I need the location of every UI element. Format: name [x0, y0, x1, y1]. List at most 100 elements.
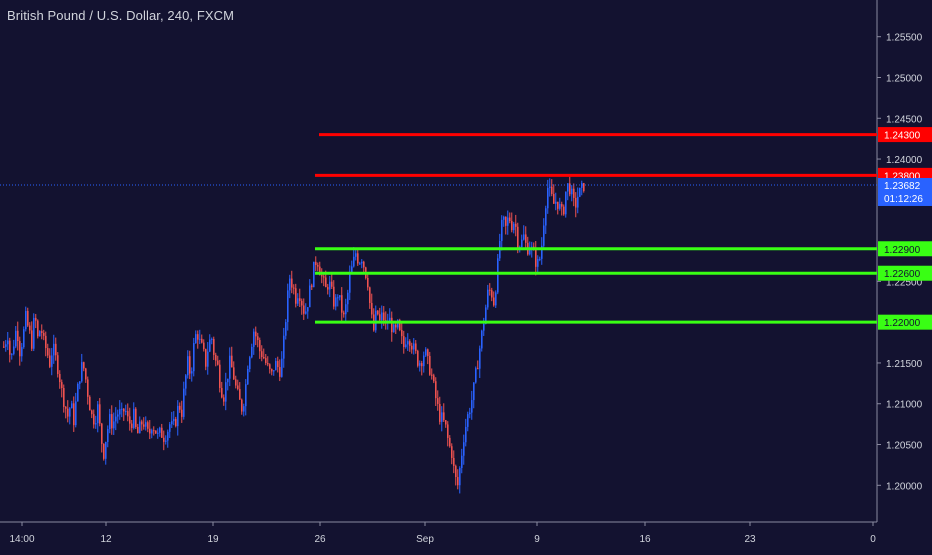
- candle-body: [219, 364, 221, 388]
- candle: [153, 426, 155, 436]
- candle: [135, 407, 137, 429]
- candle: [461, 448, 463, 474]
- level-label-1.23800: 1.23800: [884, 171, 921, 182]
- candle-body: [415, 343, 417, 351]
- candle-body: [335, 297, 337, 307]
- candle-body: [459, 468, 461, 486]
- candle-body: [581, 183, 583, 188]
- candle: [369, 286, 371, 309]
- candle: [145, 416, 147, 431]
- candle-body: [87, 379, 89, 397]
- candle-body: [431, 374, 433, 376]
- candle: [123, 408, 125, 421]
- candle-body: [275, 361, 277, 371]
- candle-body: [403, 336, 405, 348]
- candle-body: [121, 408, 123, 410]
- candle-body: [291, 278, 293, 288]
- candle: [279, 359, 281, 382]
- candle-body: [563, 206, 565, 215]
- candle-body: [557, 201, 559, 209]
- candle-body: [35, 317, 37, 321]
- candle: [487, 284, 489, 310]
- candle: [275, 357, 277, 371]
- candle: [221, 381, 223, 399]
- candle-body: [405, 344, 407, 348]
- candle-body: [553, 193, 555, 204]
- candle: [61, 379, 63, 398]
- candle-body: [107, 429, 109, 442]
- candle-body: [379, 314, 381, 321]
- candle: [177, 400, 179, 436]
- candle: [109, 408, 111, 434]
- candle: [565, 191, 567, 218]
- candle-body: [393, 324, 395, 333]
- candle-body: [419, 363, 421, 366]
- candle-body: [255, 331, 257, 337]
- candle: [479, 345, 481, 379]
- candle-body: [293, 287, 295, 289]
- candle: [393, 321, 395, 333]
- y-axis-ticks: 1.25500 1.25000 1.24500 1.24000 1.22500 1.215…: [877, 33, 923, 492]
- candle-body: [505, 216, 507, 226]
- candle-body: [485, 307, 487, 324]
- candle: [379, 307, 381, 323]
- candle-body: [109, 414, 111, 430]
- candle: [79, 381, 81, 390]
- candle-body: [47, 348, 49, 356]
- candle: [69, 407, 71, 425]
- candle-body: [395, 324, 397, 328]
- candle: [193, 337, 195, 377]
- candle: [435, 377, 437, 406]
- candle: [209, 334, 211, 353]
- countdown-label: 01:12:26: [884, 194, 923, 205]
- candle-body: [257, 336, 259, 341]
- candle: [183, 381, 185, 420]
- candle: [303, 298, 305, 320]
- candle: [83, 361, 85, 372]
- candle-body: [383, 312, 385, 321]
- candle-body: [215, 354, 217, 361]
- candle-body: [263, 357, 265, 359]
- candle-body: [201, 338, 203, 343]
- candle: [171, 411, 173, 428]
- candle-body: [361, 261, 363, 264]
- candle-body: [535, 250, 537, 267]
- candle: [5, 339, 7, 352]
- candle: [495, 290, 497, 309]
- candle-body: [169, 424, 171, 432]
- candle: [33, 313, 35, 352]
- candle: [345, 298, 347, 323]
- candle: [573, 183, 575, 207]
- candle-body: [11, 353, 13, 355]
- candle-body: [199, 338, 201, 340]
- candle-body: [411, 345, 413, 350]
- candle: [493, 291, 495, 307]
- candle: [161, 423, 163, 439]
- candle-body: [439, 403, 441, 422]
- candle: [483, 317, 485, 336]
- candle-body: [511, 221, 513, 231]
- y-tick-label: 1.20000: [886, 481, 923, 492]
- candle: [583, 182, 585, 193]
- candle: [389, 308, 391, 323]
- candle-body: [333, 286, 335, 307]
- candle: [11, 353, 13, 360]
- candle-body: [261, 351, 263, 358]
- candle: [413, 338, 415, 355]
- candle-body: [83, 362, 85, 369]
- candle-body: [69, 408, 71, 417]
- candle: [467, 411, 469, 432]
- candle-body: [23, 329, 25, 348]
- candle-body: [353, 256, 355, 267]
- candle: [441, 406, 443, 432]
- candle-body: [289, 278, 291, 291]
- candle: [57, 352, 59, 378]
- candle-body: [79, 381, 81, 384]
- candle-body: [85, 368, 87, 380]
- candle: [415, 340, 417, 354]
- candle-body: [529, 248, 531, 255]
- candle: [513, 221, 515, 234]
- candle-body: [487, 289, 489, 308]
